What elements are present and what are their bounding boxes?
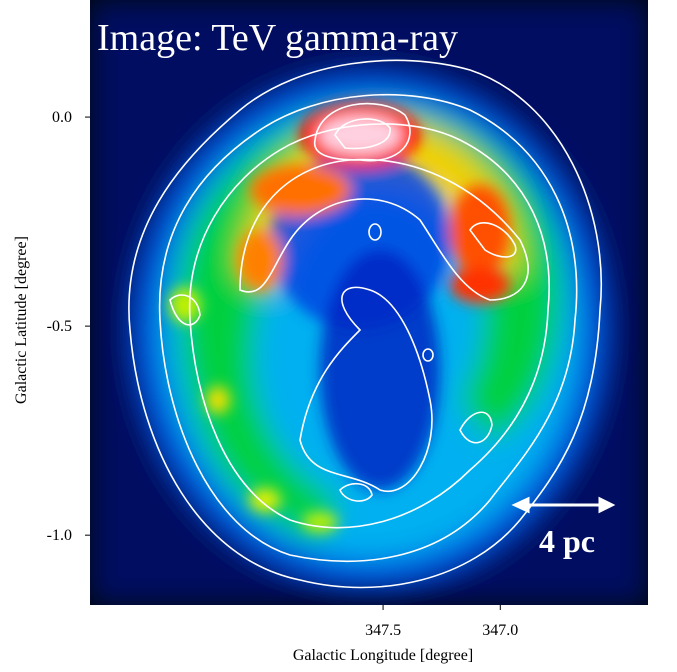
colorbar (648, 8, 677, 605)
y-tick-label: 0.0 (52, 109, 72, 126)
y-tick-label: -0.5 (47, 318, 72, 335)
image-label: Image: TeV gamma-ray (97, 17, 458, 59)
figure: Image: TeV gamma-ray 4 pc Galactic Longi… (0, 0, 677, 667)
x-tick-label: 347.5 (365, 622, 401, 639)
x-tick-label: 347.0 (482, 622, 518, 639)
x-axis-title: Galactic Longitude [degree] (293, 647, 473, 664)
y-tick-label: -1.0 (47, 527, 72, 544)
sky-map: Image: TeV gamma-ray 4 pc (90, 0, 677, 605)
y-axis-title: Galactic Latitude [degree] (13, 236, 30, 404)
scale-label: 4 pc (539, 523, 595, 559)
